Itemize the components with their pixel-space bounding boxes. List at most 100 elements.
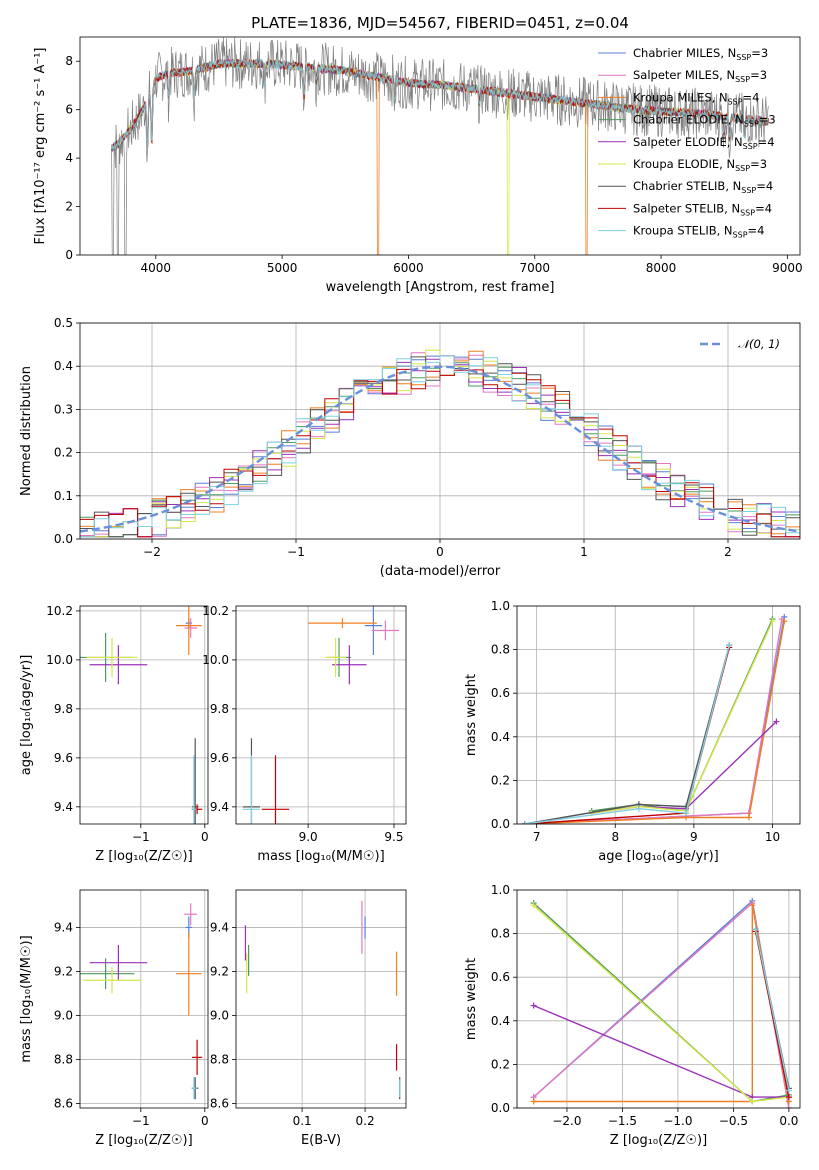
residual-histogram bbox=[80, 355, 800, 538]
axes-frame bbox=[516, 889, 801, 1109]
normal-curve bbox=[80, 365, 800, 533]
plot-area bbox=[80, 903, 203, 1100]
legend-label: Salpeter STELIB, NSSP=4 bbox=[633, 201, 772, 217]
legend-sub: SSP bbox=[735, 164, 750, 173]
x-tick-label: −2 bbox=[143, 545, 161, 559]
weight-line bbox=[591, 621, 774, 814]
model-spectrum bbox=[111, 58, 769, 151]
x-tick-label: −1 bbox=[287, 545, 305, 559]
x-axis-label: wavelength [Angstrom, rest frame] bbox=[326, 280, 555, 295]
axes-frame bbox=[79, 36, 801, 256]
y-tick-label: 0.8 bbox=[491, 927, 510, 941]
legend-label: Chabrier STELIB, NSSP=4 bbox=[633, 179, 773, 195]
x-tick-label: −1 bbox=[132, 830, 150, 844]
y-tick-label: 9.4 bbox=[54, 800, 73, 814]
plot-area bbox=[111, 37, 769, 255]
y-tick-label: 10.0 bbox=[202, 653, 229, 667]
axes-frame bbox=[79, 889, 209, 1109]
legend-value: =3 bbox=[751, 46, 768, 60]
y-tick-label: 9.2 bbox=[210, 964, 229, 978]
y-tick-label: 8.6 bbox=[210, 1097, 229, 1111]
legend-name: Salpeter ELODIE, N bbox=[633, 135, 743, 149]
y-tick-label: 9.2 bbox=[54, 964, 73, 978]
plot-area bbox=[530, 897, 792, 1108]
y-tick-label: 1.0 bbox=[491, 599, 510, 613]
legend-name: Kroupa STELIB, N bbox=[633, 224, 733, 238]
y-tick-label: 8.8 bbox=[210, 1053, 229, 1067]
legend-sub: SSP bbox=[735, 75, 750, 84]
x-axis-label: age [log₁₀(age/yr)] bbox=[598, 849, 719, 864]
y-axis-label: mass [log₁₀(M/M☉)] bbox=[19, 935, 34, 1062]
y-axis-label: Normed distribution bbox=[19, 366, 34, 496]
legend-value: =3 bbox=[759, 113, 776, 127]
axes-frame bbox=[235, 889, 407, 1109]
axes: −1 0 8.6 8.8 9.0 9.2 9.4 Z [log₁₀(Z/Z☉)] mass [l… bbox=[19, 889, 209, 1148]
y-tick-label: 9.0 bbox=[54, 1009, 73, 1023]
x-tick-label: 0.0 bbox=[779, 1114, 798, 1128]
y-tick-label: 0.8 bbox=[491, 643, 510, 657]
y-tick-label: 10.2 bbox=[202, 604, 229, 618]
y-tick-label: 8 bbox=[65, 54, 73, 68]
legend-sub: SSP bbox=[743, 142, 758, 151]
y-tick-label: 0.6 bbox=[491, 686, 510, 700]
legend-label: Salpeter MILES, NSSP=3 bbox=[633, 68, 767, 84]
y-tick-label: 9.6 bbox=[54, 751, 73, 765]
axes-frame bbox=[79, 605, 209, 825]
x-axis-label: E(B-V) bbox=[301, 1133, 341, 1148]
axes: −1 0 9.4 9.6 9.8 10.0 10.2 Z [log₁₀(Z/Z☉)] age [… bbox=[19, 604, 209, 864]
legend-name: Salpeter STELIB, N bbox=[633, 201, 740, 215]
legend-name: Chabrier MILES, N bbox=[633, 46, 736, 60]
legend-name: Salpeter MILES, N bbox=[633, 68, 735, 82]
x-tick-label: 7 bbox=[533, 830, 541, 844]
legend: 𝒩(0, 1) bbox=[700, 337, 780, 351]
y-tick-label: 0.0 bbox=[54, 532, 73, 546]
panel-weight_vs_Z: −2.0 −1.5 −1.0 −0.5 0.0 0.0 0.2 0.4 0.6 0.8 1.0 Z [… bbox=[464, 883, 801, 1148]
weight-line bbox=[754, 929, 790, 1091]
legend-sub: SSP bbox=[744, 120, 759, 129]
y-tick-label: 0.4 bbox=[491, 730, 510, 744]
plot-area bbox=[80, 349, 800, 538]
legend-value: =3 bbox=[750, 68, 767, 82]
panel-mass_vs_ebv: 0.1 0.2 8.6 8.8 9.0 9.2 9.4 E(B-V) bbox=[210, 889, 407, 1148]
y-axis-label: mass weight bbox=[464, 958, 479, 1040]
legend-sub: SSP bbox=[728, 97, 743, 106]
observed-spectrum bbox=[111, 37, 769, 255]
x-tick-label: −1.5 bbox=[608, 1114, 637, 1128]
panel-age_vs_mass: 9.0 9.5 9.4 9.6 9.8 10.0 10.2 mass [log₁₀(M/M☉)… bbox=[202, 604, 407, 864]
panel-mass_vs_Z: −1 0 8.6 8.8 9.0 9.2 9.4 Z [log₁₀(Z/Z☉)] mass [l… bbox=[19, 889, 209, 1148]
y-axis-label: mass weight bbox=[464, 674, 479, 756]
y-tick-label: 0.6 bbox=[491, 970, 510, 984]
x-tick-label: 9000 bbox=[772, 261, 803, 275]
axes: −2.0 −1.5 −1.0 −0.5 0.0 0.0 0.2 0.4 0.6 0.8 1.0 Z [… bbox=[464, 883, 801, 1148]
axes: 9.0 9.5 9.4 9.6 9.8 10.0 10.2 mass [log₁₀(M/M☉)… bbox=[202, 604, 407, 864]
plot-area bbox=[244, 901, 401, 1100]
axes-frame bbox=[516, 605, 801, 825]
x-tick-label: 0.1 bbox=[293, 1114, 312, 1128]
x-tick-label: 8000 bbox=[646, 261, 677, 275]
weight-line bbox=[524, 621, 785, 824]
x-tick-label: −1.0 bbox=[663, 1114, 692, 1128]
x-tick-label: −0.5 bbox=[719, 1114, 748, 1128]
legend-label: Chabrier MILES, NSSP=3 bbox=[633, 46, 768, 62]
panel-spectrum: 4000 5000 6000 7000 8000 9000 0 2 4 6 8 wavelength … bbox=[33, 14, 803, 295]
y-tick-label: 10.0 bbox=[46, 653, 73, 667]
legend-value: =3 bbox=[750, 157, 767, 171]
x-tick-label: −2.0 bbox=[552, 1114, 581, 1128]
axes: −2 −1 0 1 2 0.0 0.1 0.2 0.3 0.4 0.5 (data-model)/er… bbox=[19, 316, 801, 579]
y-tick-label: 1.0 bbox=[491, 883, 510, 897]
y-tick-label: 9.6 bbox=[210, 751, 229, 765]
legend-sub: SSP bbox=[741, 186, 756, 195]
y-tick-label: 0.0 bbox=[491, 817, 510, 831]
y-tick-label: 0 bbox=[65, 248, 73, 262]
plot-area bbox=[242, 606, 400, 824]
legend-label: 𝒩(0, 1) bbox=[738, 337, 780, 351]
panel-age_vs_Z: −1 0 9.4 9.6 9.8 10.0 10.2 Z [log₁₀(Z/Z☉)] age [… bbox=[19, 604, 209, 864]
y-tick-label: 9.4 bbox=[54, 920, 73, 934]
y-tick-label: 9.8 bbox=[210, 702, 229, 716]
weight-line bbox=[591, 618, 774, 812]
legend-name: Kroupa MILES, N bbox=[633, 90, 728, 104]
legend-name: Chabrier STELIB, N bbox=[633, 179, 741, 193]
weight-line bbox=[524, 616, 785, 824]
x-tick-label: −1 bbox=[132, 1114, 150, 1128]
